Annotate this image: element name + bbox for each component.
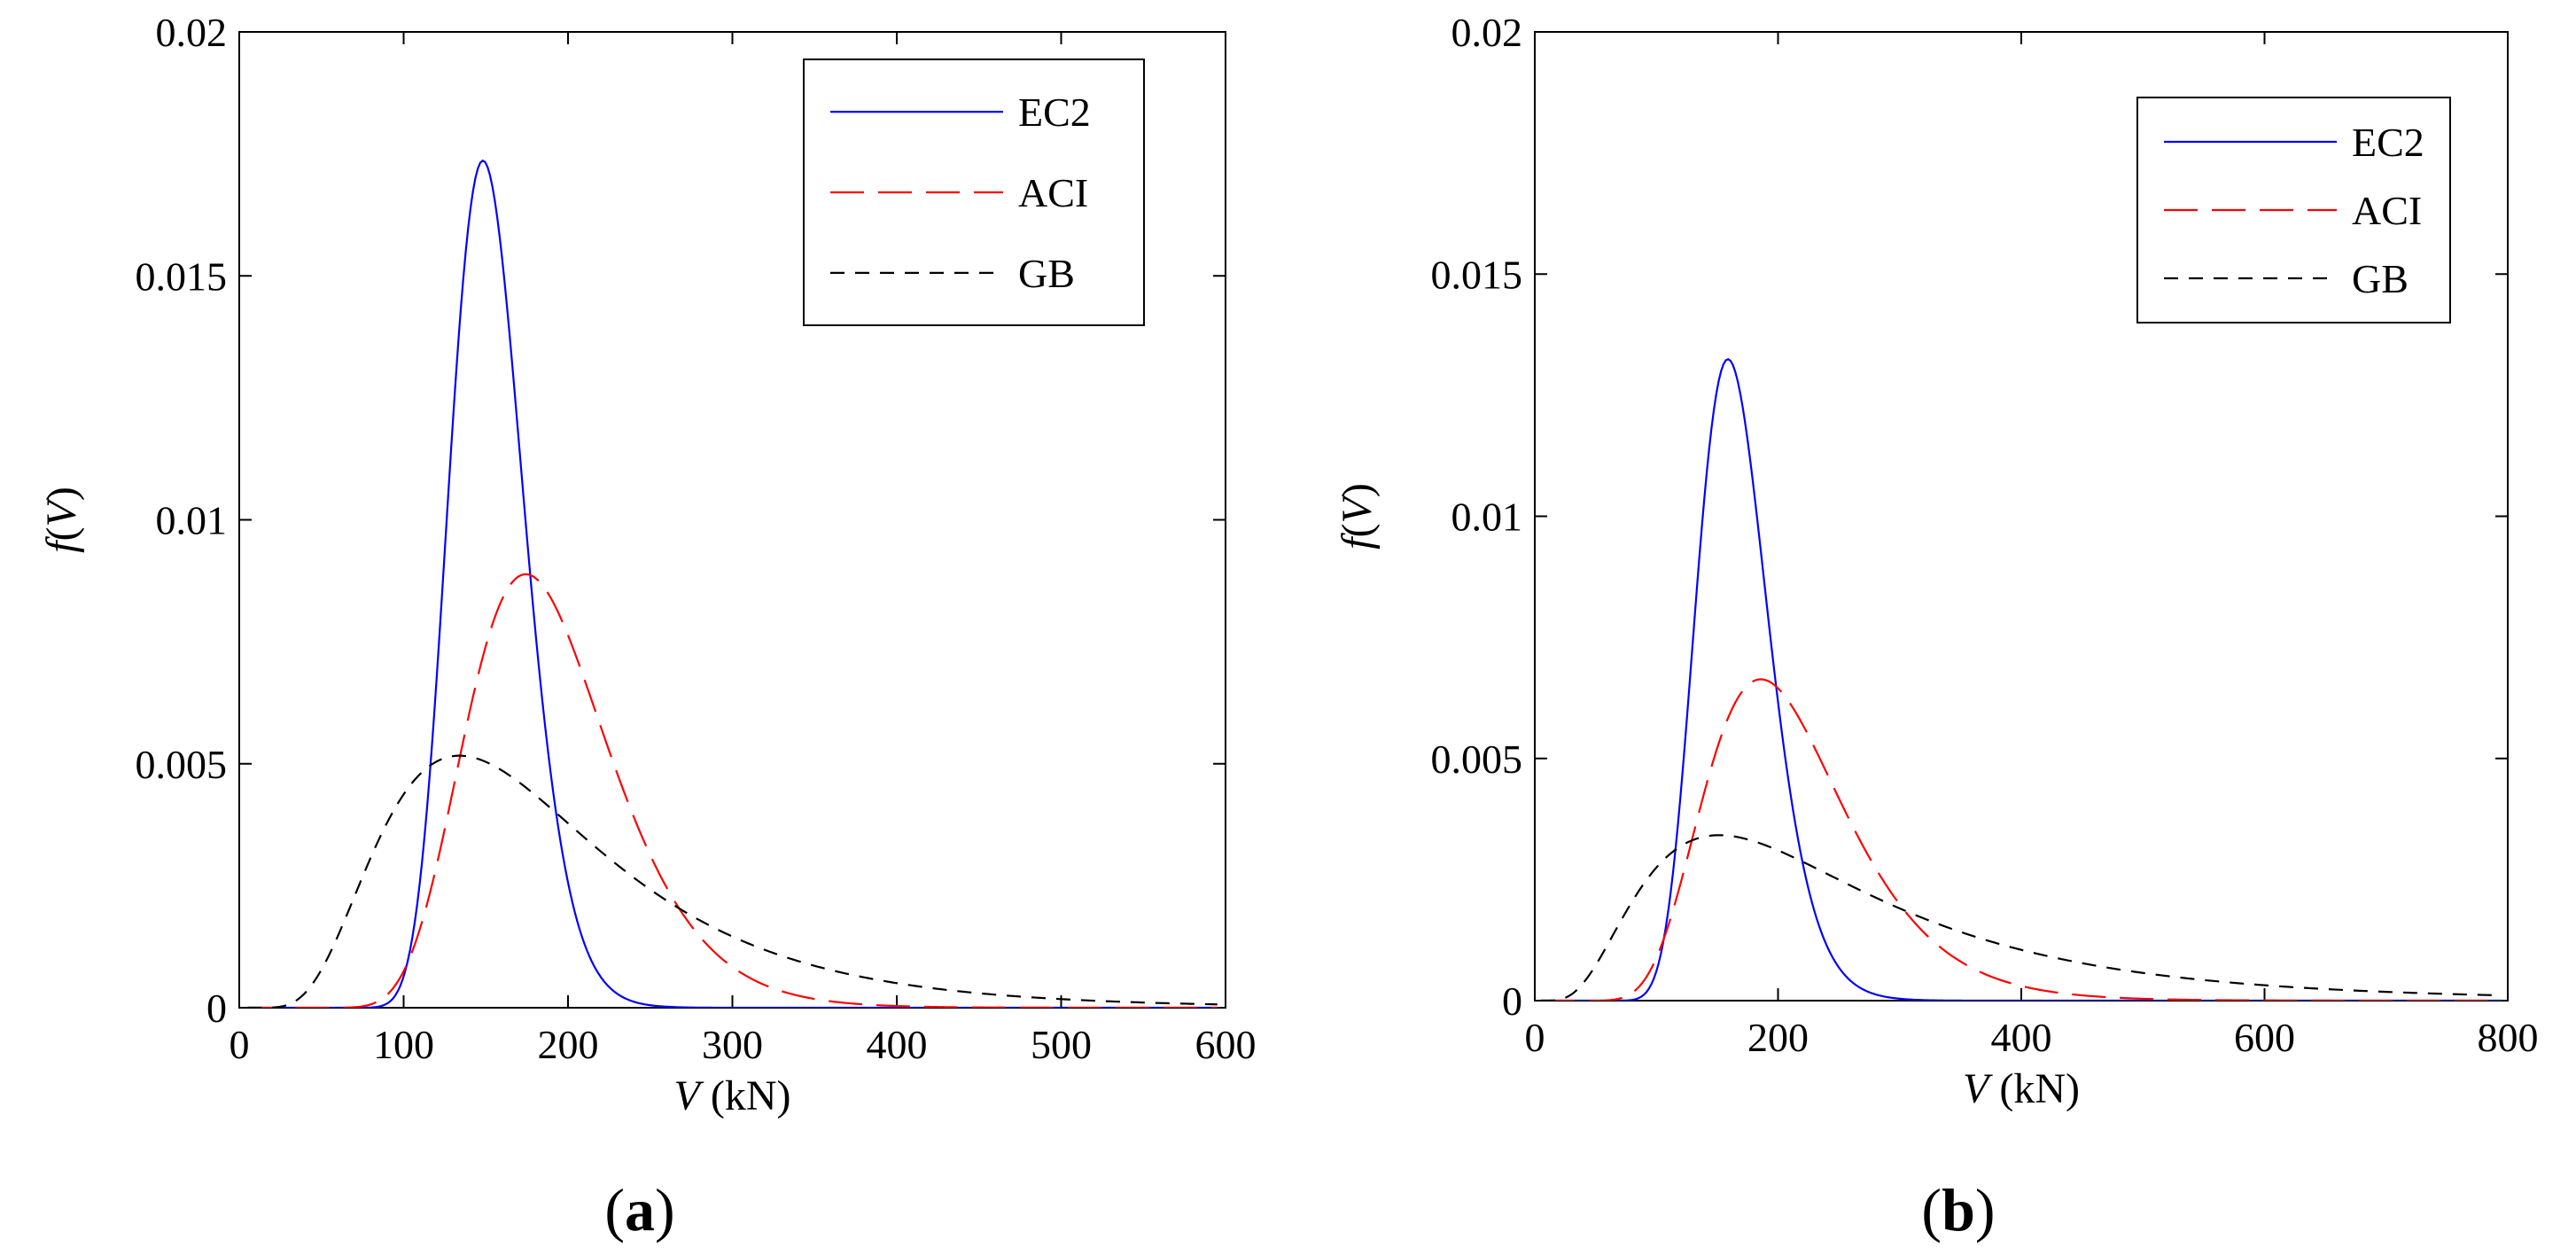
legend-label-aci: ACI	[2352, 188, 2422, 233]
y-tick-label: 0.015	[136, 253, 228, 299]
x-axis-unit: (kN)	[1988, 1065, 2080, 1112]
y-axis-label: f(V)	[38, 487, 85, 553]
x-tick-label: 400	[1991, 1015, 2052, 1060]
x-tick-label: 400	[867, 1022, 928, 1067]
legend-label-ec2: EC2	[2352, 120, 2424, 165]
series-ec2-line	[1540, 357, 2502, 1001]
y-tick-label: 0.01	[156, 498, 228, 543]
y-axis-arg: V	[38, 496, 85, 526]
x-tick-label: 200	[1747, 1015, 1809, 1060]
x-axis-var: V	[1963, 1065, 1993, 1112]
y-axis-paren-open: (	[38, 526, 85, 541]
x-tick-label: 300	[702, 1022, 763, 1067]
y-tick-label: 0.01	[1451, 495, 1523, 540]
y-tick-label: 0.005	[1431, 737, 1523, 782]
y-axis-label: f(V)	[1334, 483, 1381, 550]
y-axis-arg: V	[1334, 493, 1381, 523]
x-tick-label: 0	[230, 1022, 250, 1067]
series-aci-line	[247, 573, 1218, 1008]
x-axis-label: V (kN)	[674, 1072, 791, 1119]
series-ec2-line	[247, 159, 1218, 1008]
chart-a: 0 100 200 300 400 500 600 0 0.005 0.01 0.015 0.02 V …	[38, 10, 1257, 1119]
y-tick-label: 0	[206, 986, 227, 1031]
x-tick-label: 600	[2234, 1015, 2295, 1060]
y-tick-label: 0.02	[1451, 10, 1523, 55]
legend-label-ec2: EC2	[1018, 90, 1091, 135]
legend-label-gb: GB	[2352, 256, 2409, 301]
series-gb-line	[1540, 834, 2502, 1001]
x-tick-label: 600	[1195, 1022, 1257, 1067]
x-tick-label: 800	[2478, 1015, 2539, 1060]
panel-label-a: (a)	[604, 1176, 674, 1243]
series-gb-line	[247, 754, 1218, 1008]
x-tick-label: 500	[1031, 1022, 1092, 1067]
y-tick-label: 0.02	[156, 10, 228, 55]
x-axis-var: V	[674, 1072, 704, 1119]
legend-label-aci: ACI	[1018, 170, 1088, 215]
y-axis-paren-open: (	[1334, 523, 1381, 537]
chart-b: 0 200 400 600 800 0 0.005 0.01 0.015 0.02 V (kN) f(…	[1334, 10, 2539, 1112]
x-tick-label: 100	[373, 1022, 434, 1067]
x-axis-unit: (kN)	[700, 1072, 791, 1119]
x-tick-label: 0	[1525, 1015, 1545, 1060]
legend-label-gb: GB	[1018, 251, 1075, 296]
y-axis-paren-close: )	[1334, 483, 1381, 497]
y-tick-label: 0.015	[1431, 252, 1523, 297]
y-tick-label: 0	[1502, 978, 1522, 1024]
y-tick-label: 0.005	[136, 742, 228, 787]
y-axis-paren-close: )	[38, 487, 85, 501]
x-axis-label: V (kN)	[1963, 1065, 2080, 1112]
x-tick-label: 200	[538, 1022, 599, 1067]
series-aci-line	[1540, 678, 2502, 1001]
panel-label-b: (b)	[1921, 1176, 1995, 1243]
